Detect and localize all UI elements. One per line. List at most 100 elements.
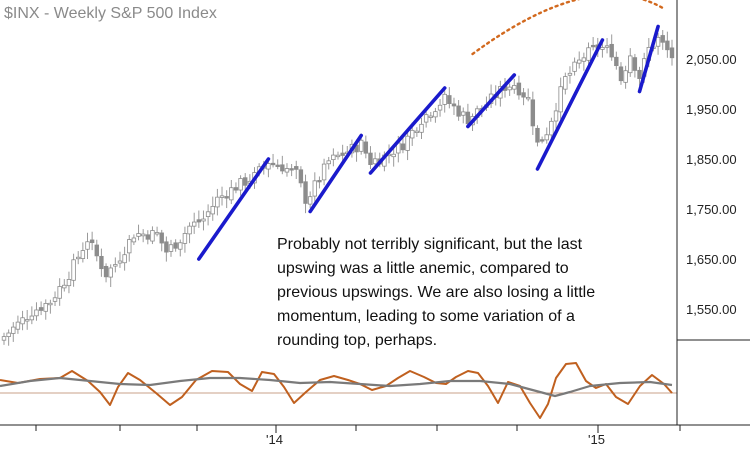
candle-body: [665, 40, 670, 51]
candle-body: [99, 255, 104, 270]
candle-body: [266, 163, 271, 170]
annotation-line: rounding top, perhaps.: [277, 332, 437, 349]
candle-body: [294, 166, 299, 170]
candle-body: [303, 181, 308, 204]
candle-body: [103, 265, 109, 278]
upswing-trend-line: [535, 38, 605, 171]
y-tick-label: 1,750.00: [686, 202, 737, 217]
candle-body: [6, 332, 11, 337]
upswing-trend-line: [637, 24, 660, 94]
candle-body: [238, 178, 243, 191]
candle-body: [117, 260, 123, 264]
candle-body: [215, 196, 220, 208]
upswing-trend-line: [308, 133, 363, 214]
candle-body: [507, 86, 512, 91]
upswing-trend-line: [368, 86, 447, 175]
candle-body: [173, 242, 178, 249]
candle-body: [419, 123, 424, 133]
candle-body: [465, 111, 471, 125]
y-tick-label: 1,550.00: [686, 302, 737, 317]
candle-body: [150, 230, 155, 242]
oscillator-signal-line: [0, 376, 673, 398]
candle-body: [168, 244, 174, 252]
candle-body: [131, 237, 137, 243]
candle-body: [127, 239, 132, 254]
candle-body: [210, 205, 215, 215]
candle-body: [433, 111, 438, 118]
candle-body: [159, 232, 164, 244]
candle-body: [623, 70, 628, 83]
candle-body: [76, 256, 81, 260]
candle-body: [270, 162, 276, 166]
candle-body: [335, 154, 341, 158]
candle-body: [456, 105, 461, 117]
candle-body: [600, 47, 605, 50]
upswing-trend-line: [466, 73, 517, 129]
candle-body: [609, 43, 614, 58]
candle-body: [187, 225, 192, 235]
candle-body: [229, 187, 234, 201]
candle-body: [136, 233, 141, 237]
x-axis-ticks: '14 '15: [35, 425, 681, 447]
candle-body: [544, 134, 549, 141]
candle-body: [326, 160, 331, 165]
chart-title: $INX - Weekly S&P 500 Index: [4, 5, 217, 22]
candle-body: [15, 321, 21, 330]
oscillator-panel: [0, 362, 677, 419]
annotation-line: upswing was a little anemic, compared to: [277, 260, 569, 277]
candle-body: [57, 286, 62, 299]
candle-body: [368, 152, 373, 165]
candle-body: [113, 264, 118, 267]
candle-body: [196, 219, 202, 223]
candle-body: [233, 187, 239, 191]
candle-body: [442, 93, 447, 105]
candle-body: [34, 309, 39, 317]
candle-body: [614, 56, 619, 67]
candle-body: [224, 196, 229, 199]
candle-body: [85, 241, 90, 250]
candle-body: [182, 233, 188, 244]
candle-body: [298, 169, 304, 184]
candle-body: [530, 99, 536, 127]
upswing-trend-line: [197, 157, 271, 261]
candle-body: [275, 164, 280, 167]
candle-body: [637, 69, 642, 79]
candle-body: [590, 44, 596, 48]
candle-body: [284, 168, 290, 173]
candle-body: [11, 326, 16, 334]
candle-body: [660, 35, 665, 43]
candle-body: [405, 135, 410, 151]
candle-body: [145, 234, 151, 240]
candle-body: [423, 114, 429, 123]
candle-body: [205, 211, 211, 217]
y-tick-label: 1,950.00: [686, 102, 737, 117]
candle-body: [539, 139, 545, 142]
candle-body: [20, 317, 25, 325]
y-tick-label: 1,650.00: [686, 252, 737, 267]
annotation-text: Probably not terribly significant, but t…: [277, 236, 595, 349]
candle-body: [243, 177, 248, 186]
candle-body: [428, 115, 433, 118]
candle-body: [71, 259, 76, 281]
candle-body: [558, 86, 563, 113]
candle-body: [24, 319, 30, 322]
candle-body: [94, 244, 99, 257]
y-tick-label: 2,050.00: [686, 52, 737, 67]
y-axis-ticks: 2,050.00 1,950.00 1,850.00 1,750.00 1,65…: [686, 52, 737, 317]
candle-body: [655, 36, 661, 47]
candle-body: [516, 82, 522, 96]
candle-body: [632, 57, 638, 71]
candle-body: [447, 95, 452, 104]
candle-body: [461, 111, 466, 116]
candle-body: [122, 254, 127, 264]
y-tick-label: 1,850.00: [686, 152, 737, 167]
candle-body: [38, 307, 44, 311]
candle-body: [340, 152, 345, 156]
candle-body: [191, 221, 197, 227]
candle-body: [312, 180, 318, 197]
candle-body: [52, 297, 58, 302]
candle-body: [280, 164, 285, 172]
candle-body: [321, 163, 327, 181]
candle-body: [581, 57, 587, 62]
